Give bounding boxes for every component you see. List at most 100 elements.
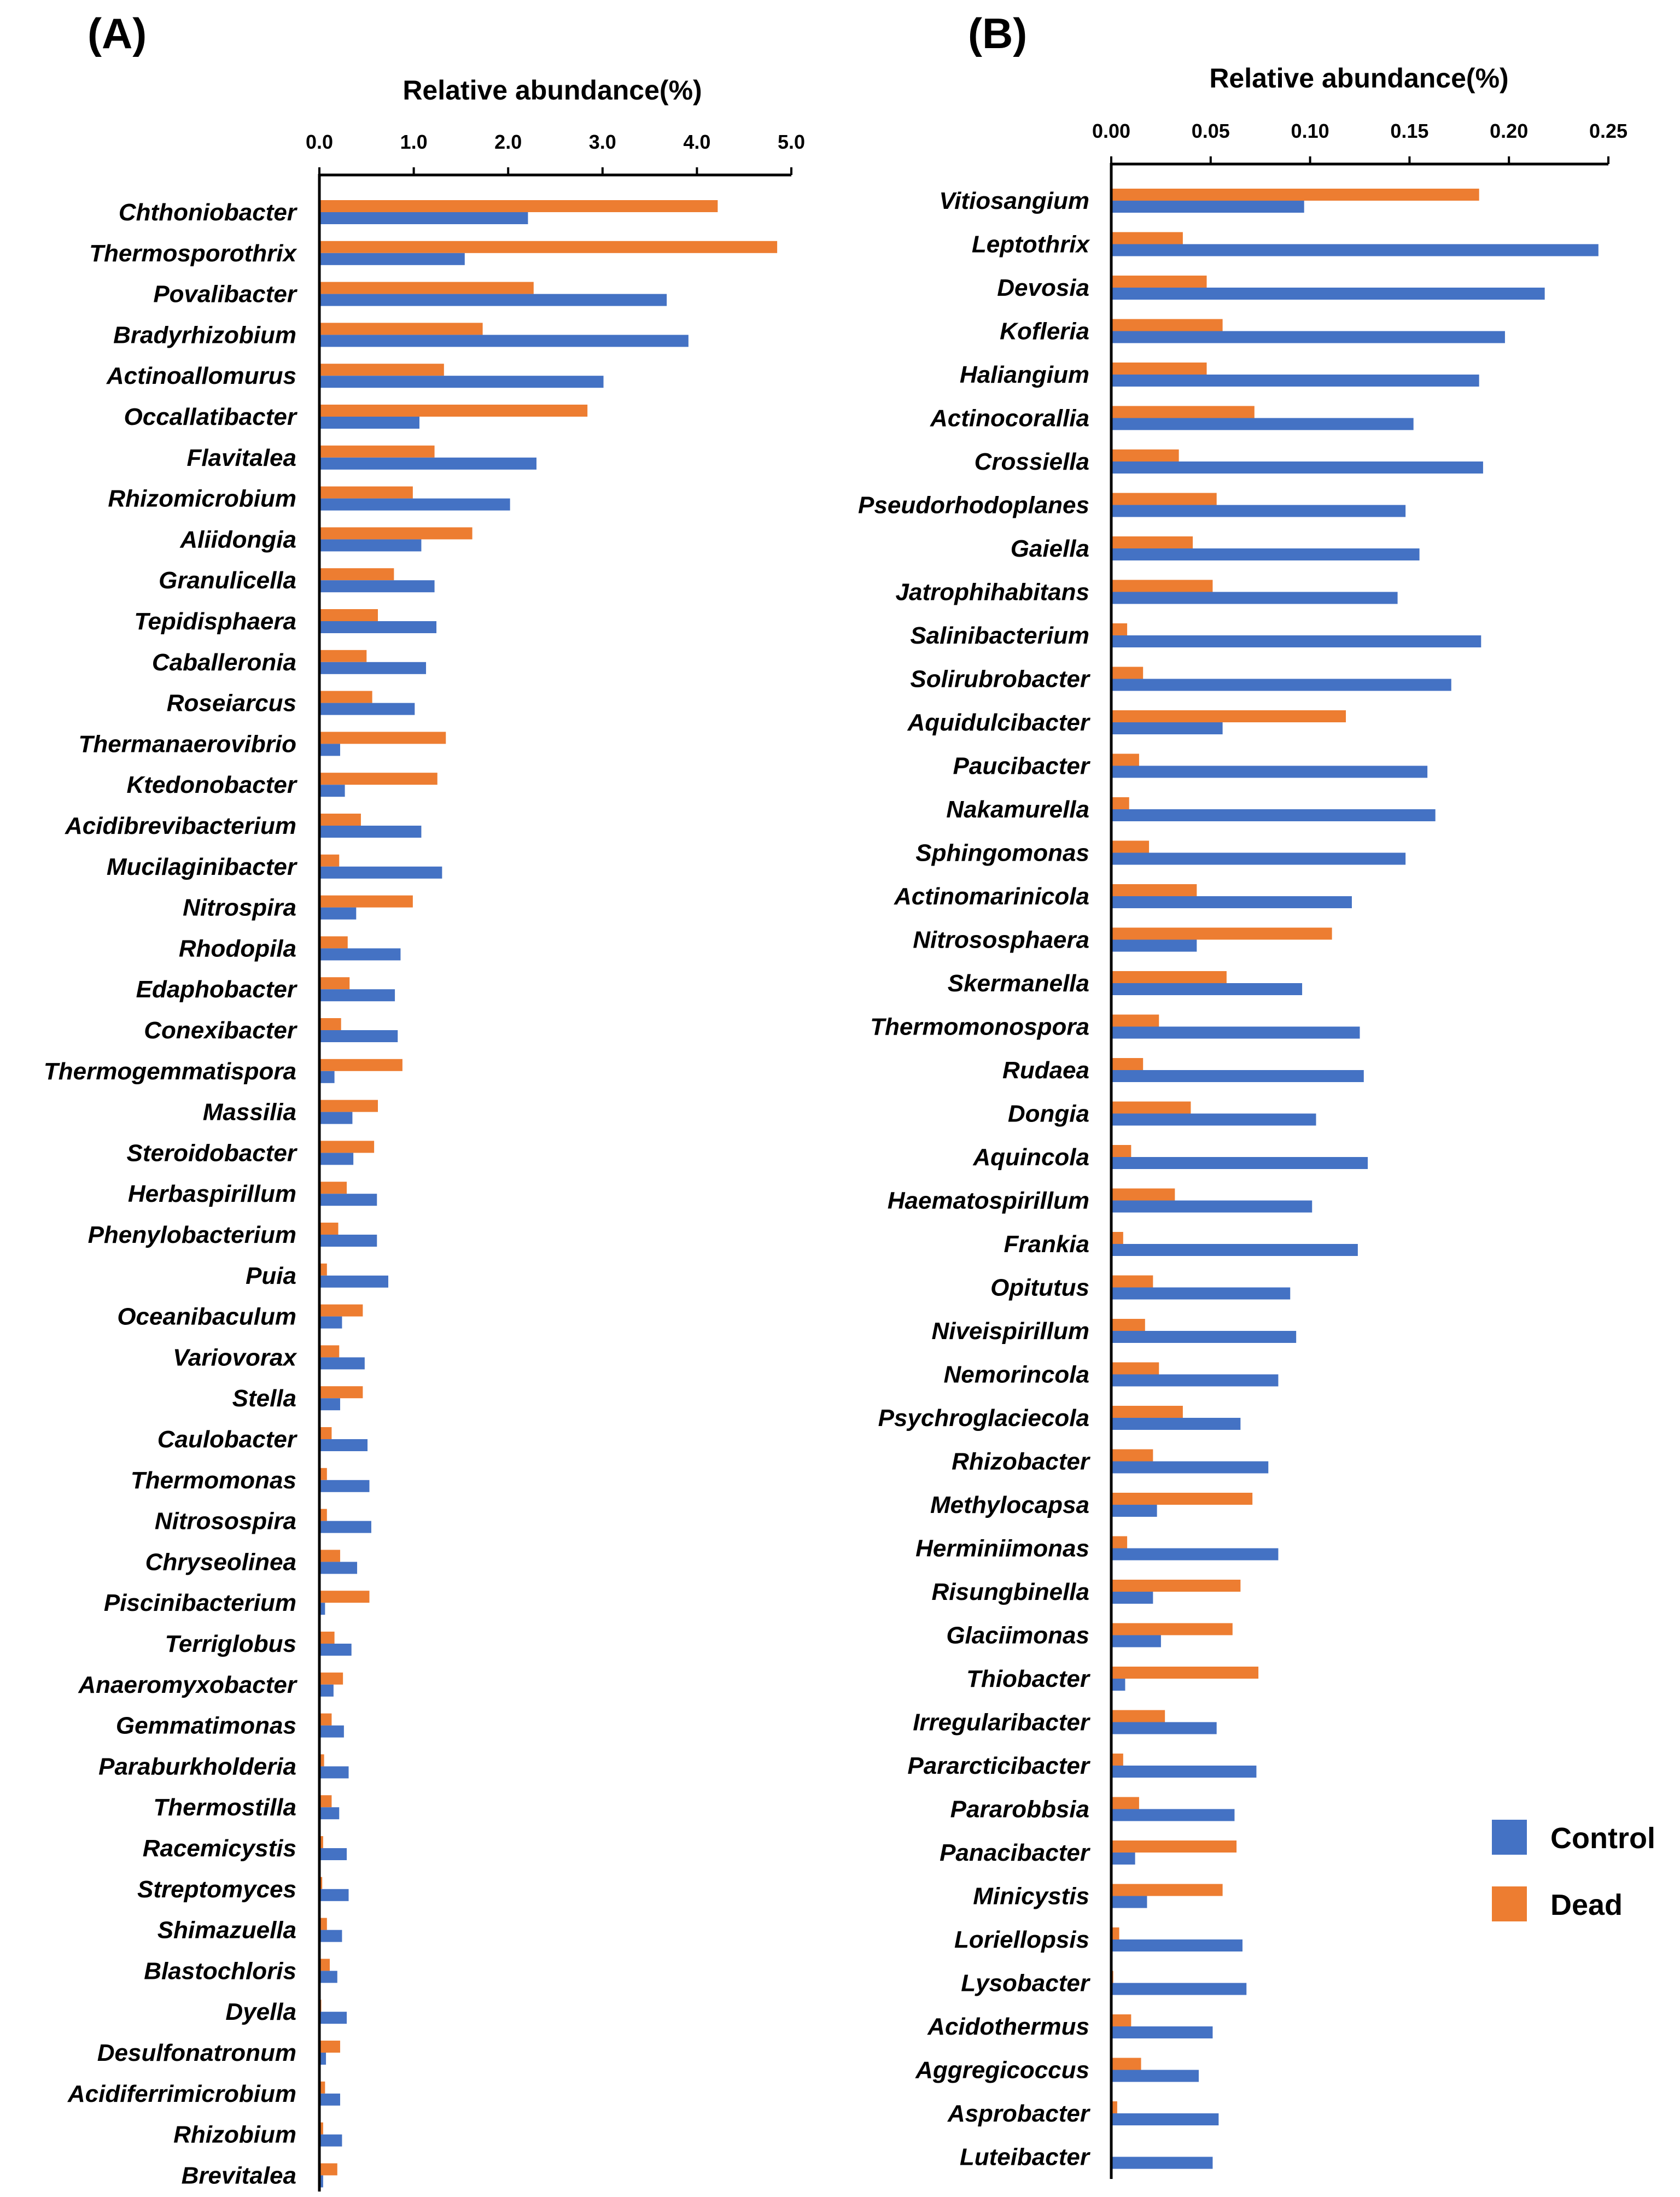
panel-a-bar-control: [319, 866, 442, 879]
panel-a-category-label: Ktedonobacter: [127, 772, 298, 798]
panel-a-bar-control: [319, 1807, 340, 1820]
panel-a-category-label: Thermomonas: [131, 1467, 296, 1494]
panel-a-bar-dead: [319, 527, 472, 540]
panel-b-bar-dead: [1111, 1623, 1233, 1635]
panel-a-bar-dead: [319, 1059, 402, 1071]
panel-b-category-label: Thermomonospora: [870, 1014, 1089, 1041]
panel-b-bar-dead: [1111, 2058, 1141, 2070]
panel-b-tick-label: 0.00: [1092, 120, 1130, 142]
panel-a-category-label: Blastochloris: [144, 1958, 296, 1984]
panel-b-bar-control: [1111, 1200, 1312, 1213]
panel-a-bar-control: [319, 1725, 344, 1738]
panel-b-bar-dead: [1111, 406, 1255, 418]
panel-a-bar-dead: [319, 609, 378, 621]
panel-a-category-label: Gemmatimonas: [116, 1713, 296, 1739]
panel-a-bar-control: [319, 1603, 325, 1615]
panel-b-category-label: Methylocapsa: [930, 1492, 1089, 1518]
panel-a-tick-label: 2.0: [494, 131, 522, 153]
panel-a-bar-control: [319, 907, 357, 920]
panel-b-category-label: Aquincola: [972, 1144, 1089, 1171]
panel-b-category-label: Vitiosangium: [939, 188, 1089, 214]
panel-a-bar-control: [319, 1357, 365, 1370]
panel-a-category-label: Massilia: [203, 1099, 296, 1126]
panel-b-bar-control: [1111, 375, 1479, 387]
panel-a-category-label: Thermanaerovibrio: [78, 731, 296, 757]
panel-b-category-label: Dongia: [1008, 1101, 1089, 1127]
panel-b-bar-dead: [1111, 2101, 1117, 2113]
panel-b-bar-control: [1111, 1113, 1316, 1126]
panel-b-bar-control: [1111, 809, 1436, 821]
panel-a-bar-dead: [319, 200, 718, 212]
panel-b-bar-control: [1111, 548, 1420, 560]
panel-a-bar-control: [319, 1562, 358, 1574]
panel-b-category-label: Actinocorallia: [930, 405, 1089, 432]
panel-b-axis-title: Relative abundance(%): [1209, 63, 1508, 94]
panel-a-category-label: Phenylobacterium: [88, 1222, 296, 1248]
panel-b-category-label: Actinomarinicola: [894, 883, 1089, 910]
panel-a-bar-dead: [319, 1223, 339, 1235]
panel-b-bar-dead: [1111, 1667, 1259, 1679]
panel-b-ticks: 0.00 0.05 0.10 0.15 0.20 0.25: [1092, 120, 1628, 164]
panel-a-bar-dead: [319, 1141, 375, 1153]
legend-control-label: Control: [1550, 1822, 1655, 1855]
panel-a-category-label: Terriglobus: [165, 1631, 296, 1657]
panel-b-bar-dead: [1111, 232, 1183, 244]
panel-b-bar-dead: [1111, 1927, 1119, 1939]
panel-b-category-label: Aquidulcibacter: [907, 709, 1091, 736]
panel-a-category-label: Desulfonatronum: [97, 2040, 296, 2066]
panel-b-bar-dead: [1111, 1840, 1237, 1853]
panel-a-category-label: Edaphobacter: [136, 976, 298, 1003]
panel-a-category-label: Aliidongia: [179, 526, 296, 553]
panel-b-category-label: Pararcticibacter: [907, 1752, 1091, 1779]
panel-b-bar-control: [1111, 1548, 1279, 1561]
panel-b-bar-dead: [1111, 1275, 1153, 1288]
panel-a-bar-dead: [319, 977, 350, 990]
panel-a-bar-control: [319, 662, 427, 674]
panel-b-category-label: Pseudorhodoplanes: [858, 492, 1089, 519]
panel-a-bar-control: [319, 1480, 370, 1492]
panel-b-bar-dead: [1111, 1188, 1175, 1201]
panel-b-category-label: Haematospirillum: [888, 1188, 1089, 1214]
panel-b-bar-control: [1111, 331, 1505, 343]
panel-a-category-label: Rhizobium: [173, 2122, 296, 2148]
panel-a-bar-dead: [319, 405, 588, 417]
panel-a-tick-label: 5.0: [778, 131, 805, 153]
panel-a-bar-control: [319, 948, 401, 961]
panel-a-bar-dead: [319, 1632, 335, 1644]
panel-b-category-labels: Vitiosangium Leptothrix Devosia Kofleria Hal…: [858, 188, 1091, 2171]
panel-a-category-label: Thermosporothrix: [89, 240, 297, 267]
panel-a-category-label: Acidiferrimicrobium: [67, 2081, 296, 2107]
panel-b-bars: [1111, 189, 1599, 2169]
panel-a-bar-control: [319, 1235, 377, 1247]
panel-b: (B) Relative abundance(%) 0.00 0.05 0.10 0.…: [858, 9, 1628, 2179]
panel-a-bar-control: [319, 417, 419, 429]
legend-dead-swatch: [1492, 1886, 1527, 1921]
panel-a-bar-control: [319, 539, 422, 552]
panel-b-category-label: Psychroglaciecola: [878, 1405, 1089, 1431]
panel-a-bar-dead: [319, 1468, 327, 1480]
panel-a-bar-control: [319, 2175, 323, 2188]
panel-b-tick-label: 0.15: [1390, 120, 1428, 142]
panel-a-category-label: Rhizomicrobium: [108, 486, 296, 512]
panel-b-bar-control: [1111, 1505, 1157, 1517]
panel-a-bar-control: [319, 2053, 326, 2065]
panel-a-bar-dead: [319, 773, 438, 785]
panel-a-bar-dead: [319, 691, 372, 703]
panel-a-bar-control: [319, 580, 435, 593]
panel-a-bar-dead: [319, 1877, 323, 1889]
panel-b-bar-control: [1111, 418, 1414, 430]
panel-b-bar-dead: [1111, 623, 1128, 635]
panel-b-category-label: Minicystis: [973, 1883, 1089, 1910]
panel-b-category-label: Luteibacter: [960, 2144, 1091, 2171]
panel-a-bar-dead: [319, 1304, 363, 1317]
panel-b-bar-control: [1111, 2113, 1219, 2125]
panel-a-category-label: Variovorax: [173, 1344, 297, 1371]
panel-b-category-label: Herminiimonas: [915, 1535, 1089, 1562]
panel-a-bar-control: [319, 253, 465, 265]
panel-b-bar-control: [1111, 983, 1303, 995]
panel-b-bar-dead: [1111, 493, 1217, 505]
panel-b-bar-dead: [1111, 710, 1346, 722]
panel-a-bar-control: [319, 1971, 337, 1983]
panel-a-category-label: Povalibacter: [153, 281, 298, 308]
